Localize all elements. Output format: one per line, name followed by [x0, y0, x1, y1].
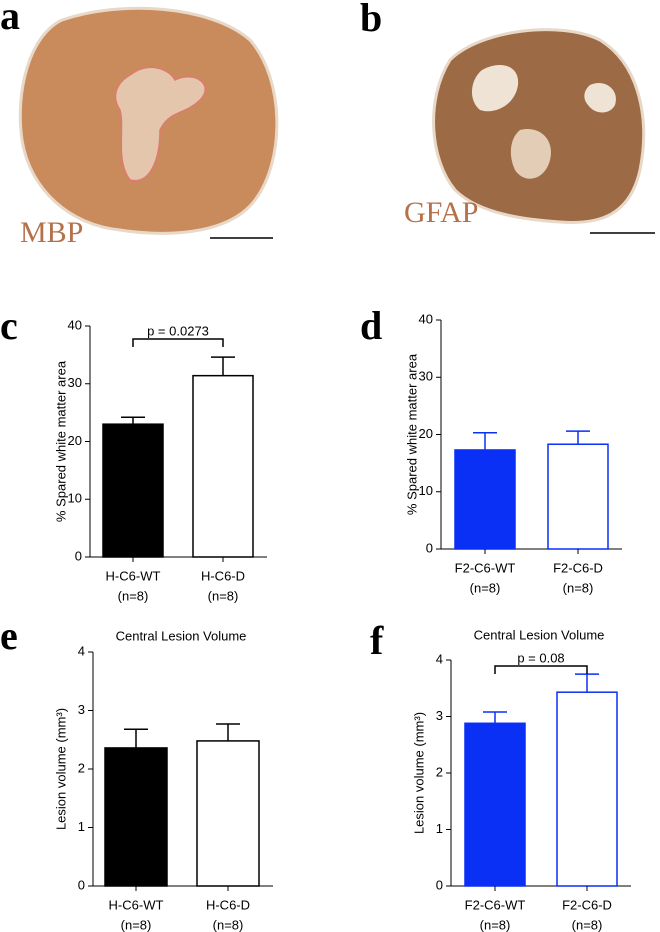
stain-label: GFAP	[404, 196, 478, 229]
panel-letter: e	[0, 613, 18, 658]
x-tick-sublabel: (n=8)	[213, 917, 244, 932]
bar	[196, 740, 260, 887]
panel-letter: f	[370, 618, 384, 663]
x-tick-sublabel: (n=8)	[470, 580, 501, 595]
x-tick-label: H-C6-D	[206, 897, 250, 912]
y-axis-label: Lesion volume (mm³)	[411, 712, 426, 834]
x-tick-sublabel: (n=8)	[572, 917, 603, 932]
cavity	[510, 129, 551, 179]
panel-letter: c	[0, 303, 18, 348]
x-tick-label: F2-C6-D	[553, 560, 603, 575]
y-tick-label: 40	[419, 311, 433, 326]
y-tick-label: 0	[426, 540, 433, 555]
panel-letter: b	[360, 0, 382, 40]
annotation: p = 0.08	[517, 650, 564, 665]
x-tick-sublabel: (n=8)	[121, 917, 152, 932]
y-tick-label: 4	[436, 651, 443, 666]
significance-bracket	[132, 338, 224, 347]
significance-bracket	[494, 665, 588, 674]
x-tick-label: F2-C6-WT	[465, 897, 526, 912]
bar	[102, 423, 164, 558]
y-tick-label: 1	[436, 821, 443, 836]
y-tick-label: 20	[419, 426, 433, 441]
bar	[104, 747, 168, 887]
y-tick-label: 0	[78, 877, 85, 892]
panel-letter: d	[360, 303, 382, 348]
x-tick-sublabel: (n=8)	[480, 917, 511, 932]
y-tick-label: 10	[68, 491, 82, 506]
y-tick-label: 30	[68, 375, 82, 390]
chart-title: Central Lesion Volume	[116, 628, 247, 643]
y-tick-label: 1	[78, 819, 85, 834]
bar	[192, 374, 254, 558]
tissue	[432, 28, 646, 224]
cavity	[471, 65, 519, 112]
x-tick-sublabel: (n=8)	[563, 580, 594, 595]
cavity	[584, 82, 616, 113]
micrograph-b	[432, 28, 655, 234]
lesion	[114, 66, 206, 182]
bar	[547, 443, 609, 550]
panel-letter: a	[0, 0, 20, 38]
x-tick-label: F2-C6-WT	[455, 560, 516, 575]
y-tick-label: 3	[78, 702, 85, 717]
chart-title: Central Lesion Volume	[474, 627, 605, 642]
y-tick-label: 2	[436, 764, 443, 779]
y-tick-label: 40	[68, 317, 82, 332]
y-axis-label: Lesion volume (mm³)	[53, 708, 68, 830]
y-tick-label: 0	[436, 877, 443, 892]
annotation: p = 0.0273	[147, 323, 209, 338]
y-tick-label: 20	[68, 433, 82, 448]
micrograph-a	[18, 6, 279, 239]
x-tick-label: F2-C6-D	[562, 897, 612, 912]
x-tick-sublabel: (n=8)	[118, 588, 149, 603]
x-tick-label: H-C6-WT	[106, 568, 161, 583]
y-axis-label: % Spared white matter area	[404, 353, 419, 515]
y-axis-label: % Spared white matter area	[53, 360, 68, 522]
bar	[454, 449, 516, 550]
bar	[464, 722, 526, 887]
bar	[556, 691, 618, 887]
y-tick-label: 0	[75, 548, 82, 563]
y-tick-label: 30	[419, 369, 433, 384]
y-tick-label: 2	[78, 760, 85, 775]
x-tick-label: H-C6-WT	[109, 897, 164, 912]
x-tick-label: H-C6-D	[201, 568, 245, 583]
y-tick-label: 3	[436, 708, 443, 723]
stain-label: MBP	[20, 216, 83, 249]
x-tick-sublabel: (n=8)	[208, 588, 239, 603]
y-tick-label: 4	[78, 643, 85, 658]
y-tick-label: 10	[419, 483, 433, 498]
